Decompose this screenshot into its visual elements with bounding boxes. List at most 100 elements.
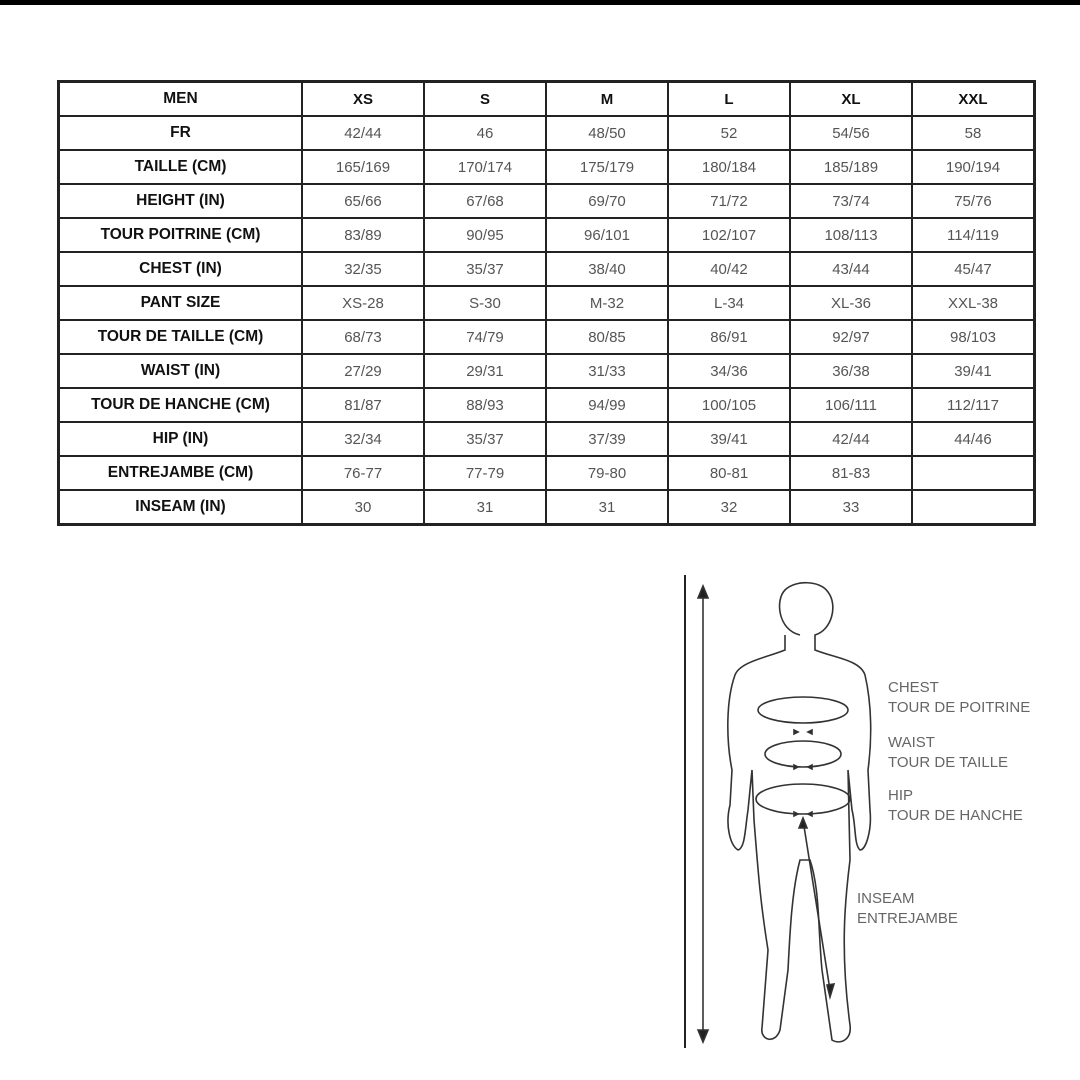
inseam-label-fr: ENTREJAMBE	[857, 910, 958, 927]
size-cell: 31	[545, 489, 669, 526]
size-cell	[911, 455, 1036, 491]
size-cell: 180/184	[667, 149, 791, 185]
size-cell: 170/174	[423, 149, 547, 185]
size-cell: 175/179	[545, 149, 669, 185]
row-label: INSEAM (IN)	[57, 489, 303, 526]
size-cell: 45/47	[911, 251, 1036, 287]
size-cell: 44/46	[911, 421, 1036, 457]
size-cell: 108/113	[789, 217, 913, 253]
size-cell: 114/119	[911, 217, 1036, 253]
body-outline-illustration	[684, 575, 872, 1048]
size-cell: 48/50	[545, 115, 669, 151]
table-row: TOUR DE TAILLE (CM) 68/73 74/79 80/85 86/91 9…	[57, 319, 1036, 355]
table-row: WAIST (IN) 27/29 29/31 31/33 34/36 36/38 39/41	[57, 353, 1036, 389]
size-cell: 94/99	[545, 387, 669, 423]
size-cell: 90/95	[423, 217, 547, 253]
table-row: ENTREJAMBE (CM) 76-77 77-79 79-80 80-81 81-83	[57, 455, 1036, 491]
row-label: TOUR POITRINE (CM)	[57, 217, 303, 253]
size-cell	[911, 489, 1036, 526]
hip-label-en: HIP	[888, 787, 914, 804]
size-cell: 80/85	[545, 319, 669, 355]
size-cell: 43/44	[789, 251, 913, 287]
table-row: TOUR POITRINE (CM) 83/89 90/95 96/101 102/10…	[57, 217, 1036, 253]
column-header: MEN	[57, 80, 303, 117]
size-cell: 36/38	[789, 353, 913, 389]
column-header: XS	[301, 80, 425, 117]
row-label: WAIST (IN)	[57, 353, 303, 389]
size-cell: 31	[423, 489, 547, 526]
size-cell: S-30	[423, 285, 547, 321]
size-cell: 65/66	[301, 183, 425, 219]
size-cell: 58	[911, 115, 1036, 151]
size-cell: 32/35	[301, 251, 425, 287]
row-label: ENTREJAMBE (CM)	[57, 455, 303, 491]
size-cell: 34/36	[667, 353, 791, 389]
size-cell: 76-77	[301, 455, 425, 491]
size-cell: 81/87	[301, 387, 425, 423]
size-cell: 75/76	[911, 183, 1036, 219]
size-cell: 46	[423, 115, 547, 151]
chest-label-en: CHEST	[888, 679, 939, 696]
body-measurement-figure: CHEST TOUR DE POITRINE WAIST TOUR DE TAILL…	[660, 570, 1080, 1065]
size-cell: 54/56	[789, 115, 913, 151]
inseam-label-en: INSEAM	[857, 890, 915, 907]
row-label: HIP (IN)	[57, 421, 303, 457]
size-cell: 35/37	[423, 421, 547, 457]
table-row: CHEST (IN) 32/35 35/37 38/40 40/42 43/44 45/47	[57, 251, 1036, 287]
size-cell: 32	[667, 489, 791, 526]
chest-label: CHEST TOUR DE POITRINE	[888, 678, 1030, 718]
size-cell: 92/97	[789, 319, 913, 355]
size-cell: 39/41	[911, 353, 1036, 389]
table-row: INSEAM (IN) 30 31 31 32 33	[57, 489, 1036, 526]
size-cell: 86/91	[667, 319, 791, 355]
row-label: FR	[57, 115, 303, 151]
size-cell: 37/39	[545, 421, 669, 457]
size-cell: 39/41	[667, 421, 791, 457]
size-cell: 71/72	[667, 183, 791, 219]
size-cell: 67/68	[423, 183, 547, 219]
size-cell: 29/31	[423, 353, 547, 389]
table-header-row: MEN XS S M L XL XXL	[57, 80, 1036, 117]
size-cell: 165/169	[301, 149, 425, 185]
size-cell: 88/93	[423, 387, 547, 423]
size-cell: 73/74	[789, 183, 913, 219]
size-cell: 35/37	[423, 251, 547, 287]
size-cell: 185/189	[789, 149, 913, 185]
size-cell: 77-79	[423, 455, 547, 491]
size-cell: 190/194	[911, 149, 1036, 185]
table-row: TAILLE (CM) 165/169 170/174 175/179 180/184 1…	[57, 149, 1036, 185]
size-cell: XXL-38	[911, 285, 1036, 321]
size-cell: XS-28	[301, 285, 425, 321]
waist-label-en: WAIST	[888, 734, 935, 751]
size-cell: 32/34	[301, 421, 425, 457]
size-cell: 40/42	[667, 251, 791, 287]
size-cell: 42/44	[301, 115, 425, 151]
column-header: S	[423, 80, 547, 117]
table-row: TOUR DE HANCHE (CM) 81/87 88/93 94/99 100/10…	[57, 387, 1036, 423]
size-cell: 31/33	[545, 353, 669, 389]
hip-label: HIP TOUR DE HANCHE	[888, 786, 1023, 826]
size-cell: 79-80	[545, 455, 669, 491]
row-label: CHEST (IN)	[57, 251, 303, 287]
column-header: XL	[789, 80, 913, 117]
row-label: TOUR DE TAILLE (CM)	[57, 319, 303, 355]
size-cell: 68/73	[301, 319, 425, 355]
hip-label-fr: TOUR DE HANCHE	[888, 807, 1023, 824]
row-label: HEIGHT (IN)	[57, 183, 303, 219]
top-border	[0, 0, 1080, 5]
size-cell: 106/111	[789, 387, 913, 423]
size-cell: 42/44	[789, 421, 913, 457]
table-row: HEIGHT (IN) 65/66 67/68 69/70 71/72 73/74 75/7…	[57, 183, 1036, 219]
size-cell: 33	[789, 489, 913, 526]
size-cell: 83/89	[301, 217, 425, 253]
size-cell: 38/40	[545, 251, 669, 287]
waist-label: WAIST TOUR DE TAILLE	[888, 733, 1008, 773]
column-header: L	[667, 80, 791, 117]
size-cell: M-32	[545, 285, 669, 321]
size-cell: 30	[301, 489, 425, 526]
size-cell: 100/105	[667, 387, 791, 423]
size-cell: 98/103	[911, 319, 1036, 355]
size-cell: 74/79	[423, 319, 547, 355]
row-label: PANT SIZE	[57, 285, 303, 321]
table-row: PANT SIZE XS-28 S-30 M-32 L-34 XL-36 XXL-38	[57, 285, 1036, 321]
